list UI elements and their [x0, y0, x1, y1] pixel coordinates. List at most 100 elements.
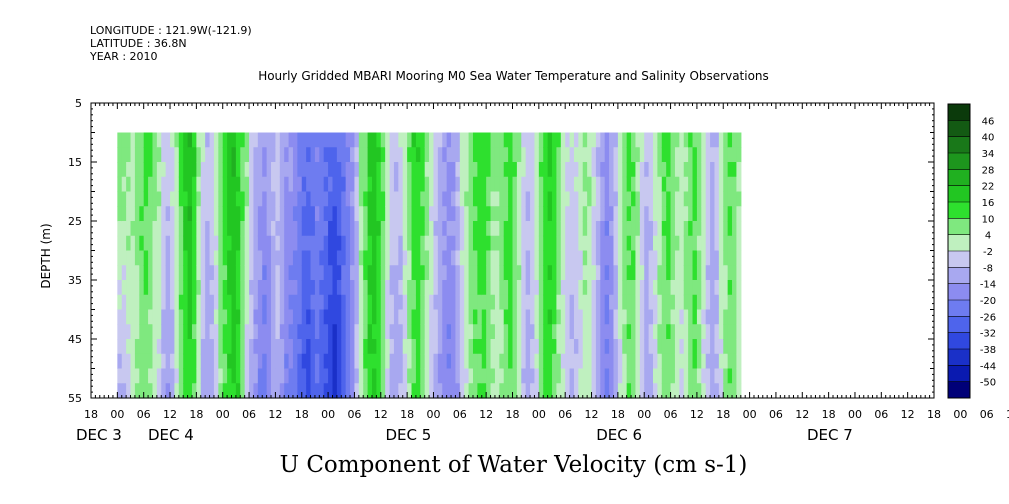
heatmap-cell: [723, 162, 729, 178]
heatmap-cell: [679, 280, 685, 296]
heatmap-cell: [407, 309, 413, 325]
heatmap-cell: [718, 176, 724, 193]
heatmap-cell: [587, 294, 593, 311]
heatmap-cell: [578, 383, 584, 399]
heatmap-cell: [398, 221, 404, 237]
heatmap-cell: [227, 368, 233, 384]
heatmap-cell: [622, 368, 628, 384]
heatmap-cell: [481, 206, 487, 222]
heatmap-cell: [336, 176, 342, 193]
heatmap-cell: [139, 383, 145, 399]
heatmap-cell: [565, 339, 571, 355]
heatmap-cell: [139, 324, 145, 340]
heatmap-cell: [600, 147, 606, 163]
heatmap-cell: [617, 250, 623, 266]
heatmap-cell: [481, 162, 487, 178]
heatmap-cell: [591, 206, 597, 222]
heatmap-cell: [653, 206, 658, 222]
heatmap-cell: [494, 250, 500, 266]
heatmap-cell: [670, 162, 676, 178]
heatmap-cell: [552, 191, 558, 207]
heatmap-cell: [393, 280, 399, 296]
heatmap-cell: [644, 353, 650, 370]
heatmap-cell: [631, 294, 637, 311]
heatmap-cell: [459, 309, 465, 325]
heatmap-cell: [683, 280, 689, 296]
colorbar-swatch: [948, 202, 970, 219]
heatmap-cell: [578, 206, 584, 222]
heatmap-cell: [701, 265, 707, 281]
x-hour-label: 00: [637, 408, 651, 421]
heatmap-cell: [556, 191, 562, 207]
x-hour-label: 06: [980, 408, 994, 421]
heatmap-cell: [666, 147, 672, 163]
heatmap-cell: [367, 191, 373, 207]
heatmap-cell: [626, 235, 632, 252]
heatmap-cell: [657, 176, 663, 193]
heatmap-cell: [415, 265, 421, 281]
heatmap-cell: [178, 294, 184, 311]
heatmap-cell: [213, 191, 219, 207]
heatmap-cell: [209, 294, 215, 311]
heatmap-cell: [345, 309, 351, 325]
heatmap-cell: [292, 176, 298, 193]
heatmap-cell: [494, 176, 500, 193]
heatmap-cell: [284, 324, 290, 340]
heatmap-cell: [262, 383, 268, 399]
heatmap-cell: [521, 132, 527, 148]
heatmap-cell: [464, 250, 470, 266]
heatmap-cell: [187, 339, 193, 355]
heatmap-cell: [626, 353, 632, 370]
heatmap-cell: [284, 368, 290, 384]
heatmap-cell: [191, 324, 197, 340]
heatmap-cell: [170, 221, 176, 237]
heatmap-cell: [257, 132, 263, 148]
heatmap-cell: [134, 191, 140, 207]
heatmap-cell: [156, 132, 162, 148]
heatmap-cell: [494, 383, 500, 399]
heatmap-cell: [543, 280, 549, 296]
heatmap-cell: [323, 221, 329, 237]
heatmap-cell: [604, 368, 610, 384]
heatmap-cell: [666, 368, 672, 384]
heatmap-cell: [587, 176, 593, 193]
heatmap-cell: [117, 235, 123, 252]
heatmap-cell: [310, 353, 316, 370]
heatmap-cell: [609, 368, 615, 384]
heatmap-cell: [130, 383, 136, 399]
heatmap-cell: [196, 176, 202, 193]
heatmap-cell: [486, 132, 492, 148]
heatmap-cell: [191, 147, 197, 163]
heatmap-cell: [143, 309, 149, 325]
heatmap-cell: [310, 265, 316, 281]
heatmap-cell: [156, 265, 162, 281]
heatmap-cell: [200, 265, 206, 281]
heatmap-cell: [477, 235, 483, 252]
heatmap-cell: [525, 206, 531, 222]
heatmap-cell: [727, 206, 733, 222]
heatmap-cell: [174, 383, 180, 399]
heatmap-cell: [573, 339, 579, 355]
heatmap-cell: [367, 176, 373, 193]
heatmap-cell: [639, 294, 645, 311]
colorbar-label: 16: [982, 198, 995, 209]
heatmap-cell: [446, 147, 452, 163]
heatmap-cell: [191, 309, 197, 325]
heatmap-cell: [420, 339, 426, 355]
heatmap-cell: [437, 265, 443, 281]
heatmap-cell: [306, 162, 312, 178]
heatmap-cell: [240, 324, 246, 340]
heatmap-cell: [385, 324, 391, 340]
heatmap-cell: [292, 250, 298, 266]
heatmap-cell: [499, 309, 505, 325]
heatmap-cell: [407, 324, 413, 340]
heatmap-cell: [705, 221, 711, 237]
heatmap-cell: [257, 383, 263, 399]
heatmap-cell: [292, 147, 298, 163]
heatmap-cell: [534, 191, 540, 207]
heatmap-cell: [622, 132, 628, 148]
heatmap-cell: [301, 339, 307, 355]
heatmap-cell: [240, 280, 246, 296]
heatmap-cell: [696, 162, 702, 178]
heatmap-cell: [170, 162, 176, 178]
